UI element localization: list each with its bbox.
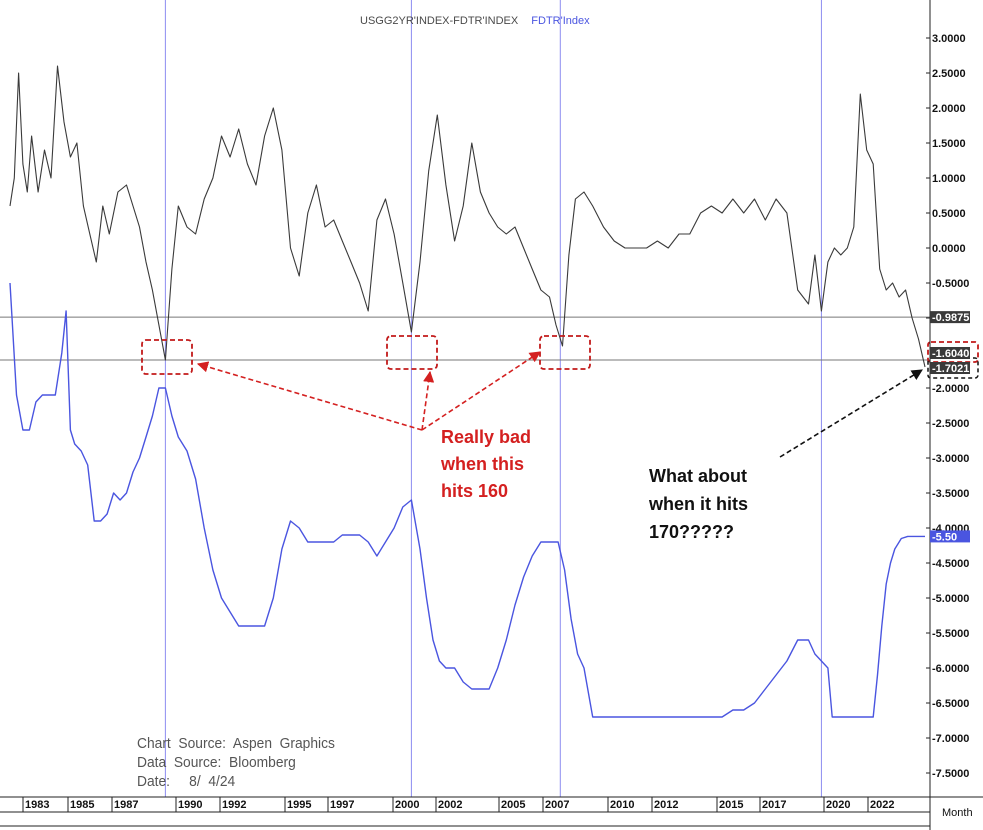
- legend-series-spread: USGG2YR'INDEX-FDTR'INDEX: [360, 15, 519, 27]
- annotation-black-line-2: when it hits: [649, 494, 748, 514]
- chart-legend: USGG2YR'INDEX-FDTR'INDEX FDTR'Index: [360, 15, 590, 27]
- x-axis-unit-label: Month: [942, 807, 973, 819]
- y-tick-label: 0.5000: [932, 208, 966, 220]
- y-tick-label: 2.0000: [932, 103, 966, 115]
- y-tick-label: -3.5000: [932, 488, 969, 500]
- annotation-what-about: What about when it hits 170?????: [649, 462, 809, 546]
- y-tick-label: -2.0000: [932, 383, 969, 395]
- x-tick-label: 2010: [610, 799, 634, 811]
- value-tag-bg: [930, 362, 970, 374]
- y-tick-label: -2.5000: [932, 418, 969, 430]
- x-tick-label: 2005: [501, 799, 525, 811]
- annotation-red-line-1: Really bad: [441, 427, 532, 447]
- annotation-really-bad: Really bad when this hits 160: [441, 424, 581, 505]
- x-tick-label: 1992: [222, 799, 246, 811]
- x-tick-label: 2017: [762, 799, 786, 811]
- series-lines: [9, 65, 926, 718]
- x-tick-label: 1995: [287, 799, 311, 811]
- y-tick-label: 3.0000: [932, 33, 966, 45]
- arrow-to-current: [779, 369, 923, 458]
- legend-series-fedfunds: FDTR'Index: [531, 15, 590, 27]
- arrow-to-2000: [421, 370, 435, 431]
- series-line-fedfunds: [9, 282, 925, 718]
- x-tick-label: 2020: [826, 799, 850, 811]
- y-tick-label: 0.0000: [932, 243, 966, 255]
- value-tag-label: -1.7021: [932, 363, 969, 375]
- x-tick-label: 1983: [25, 799, 49, 811]
- y-tick-label: -5.5000: [932, 628, 969, 640]
- y-tick-label: -4.5000: [932, 558, 969, 570]
- value-tag-label: -1.6040: [932, 348, 969, 360]
- x-tick-label: 2002: [438, 799, 462, 811]
- x-tick-label: 1987: [114, 799, 138, 811]
- value-tag-bg: [930, 311, 970, 324]
- x-tick-label: 1985: [70, 799, 94, 811]
- y-tick-label: -3.0000: [932, 453, 969, 465]
- y-tick-label: -0.5000: [932, 278, 969, 290]
- value-tag-label: -5.50: [932, 531, 957, 543]
- annotation-red-line-2: when this: [441, 454, 525, 474]
- value-tag-bg: [930, 347, 970, 359]
- chart-source-block: Chart Source: Aspen Graphics Data Source…: [137, 734, 352, 791]
- y-tick-label: 1.0000: [932, 173, 966, 185]
- annotation-black-line-3: 170?????: [649, 522, 735, 542]
- x-tick-label: 2012: [654, 799, 678, 811]
- value-tag-label: -0.9875: [932, 312, 969, 324]
- x-tick-label: 1997: [330, 799, 354, 811]
- annotation-red-line-3: hits 160: [441, 481, 509, 501]
- y-tick-label: -6.0000: [932, 663, 969, 675]
- data-source-line: Data Source: Bloomberg: [137, 754, 296, 771]
- y-tick-label: 1.5000: [932, 138, 966, 150]
- arrow-to-2007: [421, 351, 541, 431]
- arrow-to-1989: [196, 361, 423, 431]
- y-tick-label: 2.5000: [932, 68, 966, 80]
- y-tick-label: -7.0000: [932, 733, 969, 745]
- value-tag-bg: [930, 530, 970, 543]
- y-tick-label: -7.5000: [932, 768, 969, 780]
- x-tick-label: 2015: [719, 799, 743, 811]
- y-tick-label: -5.0000: [932, 593, 969, 605]
- y-tick-label: -6.5000: [932, 698, 969, 710]
- x-tick-label: 2007: [545, 799, 569, 811]
- x-tick-label: 2000: [395, 799, 419, 811]
- x-tick-label: 2022: [870, 799, 894, 811]
- callout-box-2000: [386, 335, 438, 370]
- callout-box-2007: [539, 335, 591, 370]
- date-line: Date: 8/ 4/24: [137, 773, 236, 790]
- annotation-black-line-1: What about: [649, 466, 747, 486]
- series-line-spread: [9, 65, 926, 368]
- grid-lines: [0, 0, 930, 797]
- x-tick-label: 1990: [178, 799, 202, 811]
- callout-box-1989: [141, 339, 193, 375]
- chart-source-line: Chart Source: Aspen Graphics: [137, 735, 335, 752]
